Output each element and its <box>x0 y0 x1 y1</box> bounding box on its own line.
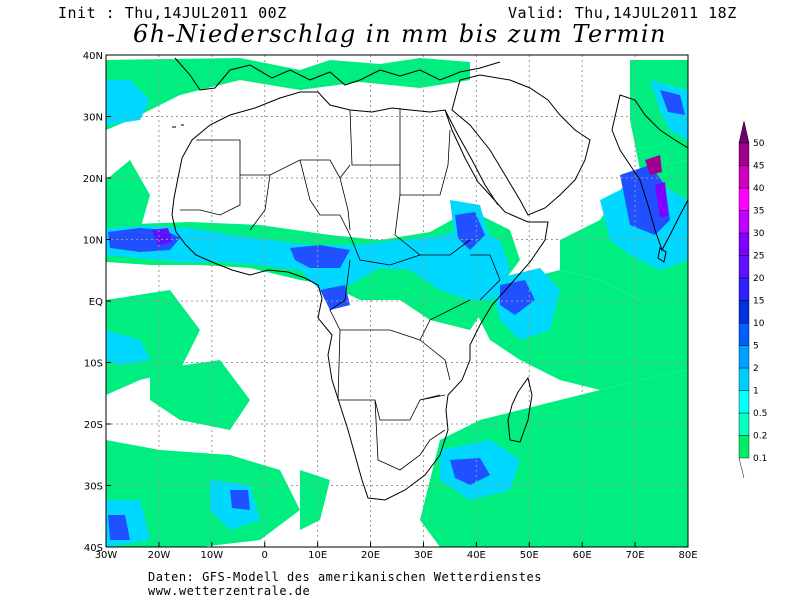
axis-ticks: 30W 20W 10W 0 10E 20E 30E 40E 50E 60E 70E 80E 40N 30N… <box>83 51 698 561</box>
legend-level-label: 10 <box>753 319 765 329</box>
website-url: www.wetterzentrale.de <box>148 584 311 598</box>
legend-swatch <box>738 165 750 189</box>
legend-swatch <box>738 345 750 369</box>
madagascar-coast <box>507 376 533 443</box>
legend-swatch <box>738 255 750 279</box>
legend-level-label: 0.5 <box>753 409 767 419</box>
lat-label: EQ <box>89 297 103 308</box>
lon-label: 20W <box>148 550 171 561</box>
legend-swatch <box>738 435 750 459</box>
legend-level-label: 40 <box>753 184 765 194</box>
lat-label: 20S <box>84 420 103 431</box>
legend-level-label: 15 <box>753 297 764 307</box>
data-source: Daten: GFS-Modell des amerikanischen Wet… <box>148 570 542 584</box>
lon-label: 50E <box>520 550 539 561</box>
lon-label: 0 <box>262 550 268 561</box>
lat-label: 40N <box>83 51 103 62</box>
legend-level-label: 0.1 <box>753 454 767 464</box>
legend-level-label: 35 <box>753 207 764 217</box>
europe-coast <box>174 57 501 91</box>
legend-swatch <box>738 367 750 391</box>
red-sea-coast <box>444 109 499 206</box>
init-time: Init : Thu,14JUL2011 00Z <box>58 4 287 22</box>
lat-label: 10S <box>84 359 103 370</box>
legend-level-label: 25 <box>753 252 764 262</box>
lon-label: 10W <box>201 550 224 561</box>
arabia-coast <box>451 74 591 216</box>
lon-label: 60E <box>573 550 592 561</box>
lat-label: 30S <box>84 482 103 493</box>
india-coast <box>611 94 688 252</box>
legend-level-label: 5 <box>753 342 759 352</box>
lon-label: 70E <box>626 550 645 561</box>
legend-swatch <box>738 390 750 414</box>
lat-label: 30N <box>83 113 103 124</box>
legend-swatch <box>738 232 750 256</box>
legend-level-label: 2 <box>753 364 759 374</box>
graticule <box>106 55 688 547</box>
lon-label: 30W <box>95 550 118 561</box>
legend-level-label: 50 <box>753 139 765 149</box>
lat-label: 40S <box>84 543 103 554</box>
lat-label: 10N <box>83 236 103 247</box>
map-title: 6h-Niederschlag in mm bis zum Termin <box>132 20 668 48</box>
legend-bottom-tail <box>738 457 745 479</box>
legend-level-label: 20 <box>753 274 765 284</box>
legend-level-label: 1 <box>753 387 759 397</box>
legend-swatch <box>738 277 750 301</box>
legend-level-label: 0.2 <box>753 432 767 442</box>
lat-label: 20N <box>83 174 103 185</box>
lon-label: 80E <box>678 550 697 561</box>
srilanka-coast <box>657 247 667 263</box>
legend-swatch <box>738 187 750 211</box>
precip-heavy <box>108 90 685 540</box>
legend-top-arrow <box>738 120 750 144</box>
lon-label: 20E <box>361 550 380 561</box>
legend-swatch <box>738 210 750 234</box>
lon-label: 10E <box>308 550 327 561</box>
legend-swatch <box>738 142 750 166</box>
canary-islands <box>172 124 184 128</box>
country-borders <box>180 108 501 471</box>
legend-swatch <box>738 300 750 324</box>
coastlines <box>171 57 688 501</box>
legend-swatch <box>738 322 750 346</box>
legend-level-label: 30 <box>753 229 765 239</box>
precip-extreme <box>152 155 668 245</box>
legend-swatch <box>738 412 750 436</box>
legend-level-label: 45 <box>753 162 764 172</box>
precipitation-field <box>106 58 688 547</box>
lon-label: 40E <box>467 550 486 561</box>
valid-time: Valid: Thu,14JUL2011 18Z <box>508 4 737 22</box>
lon-label: 30E <box>414 550 433 561</box>
